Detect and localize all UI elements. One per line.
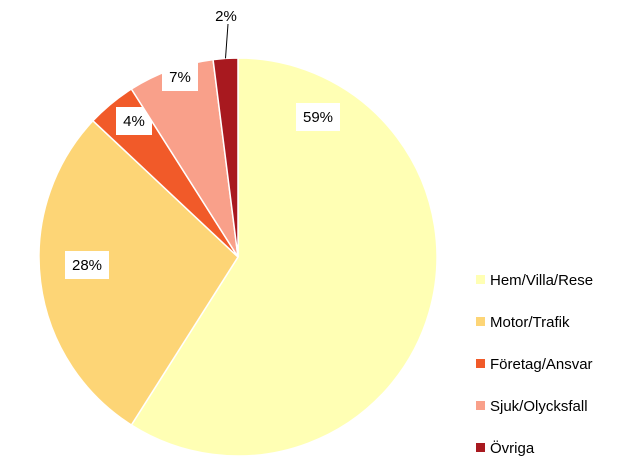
data-label-box bbox=[65, 251, 109, 279]
pie-slice-2 bbox=[38, 119, 239, 427]
leader-line bbox=[225, 23, 229, 59]
legend-swatch bbox=[476, 359, 485, 368]
legend-label: Sjuk/Olycksfall bbox=[490, 398, 588, 415]
data-label: 7% bbox=[169, 69, 191, 86]
legend-label: Hem/Villa/Rese bbox=[490, 272, 593, 289]
pie-slice-1 bbox=[130, 57, 438, 457]
data-label: 2% bbox=[215, 8, 237, 25]
data-label: 28% bbox=[72, 257, 102, 274]
legend-swatch bbox=[476, 275, 485, 284]
pie-slice-5 bbox=[212, 57, 239, 258]
legend-label: Motor/Trafik bbox=[490, 314, 570, 331]
data-label: 4% bbox=[123, 113, 145, 130]
data-label: 59% bbox=[303, 109, 333, 126]
data-label-box bbox=[296, 103, 340, 131]
legend-swatch bbox=[476, 443, 485, 452]
legend-swatch bbox=[476, 317, 485, 326]
legend-swatch bbox=[476, 401, 485, 410]
data-label-box bbox=[162, 63, 198, 91]
legend-label: Övriga bbox=[490, 439, 535, 457]
legend-label: Företag/Ansvar bbox=[490, 356, 593, 373]
